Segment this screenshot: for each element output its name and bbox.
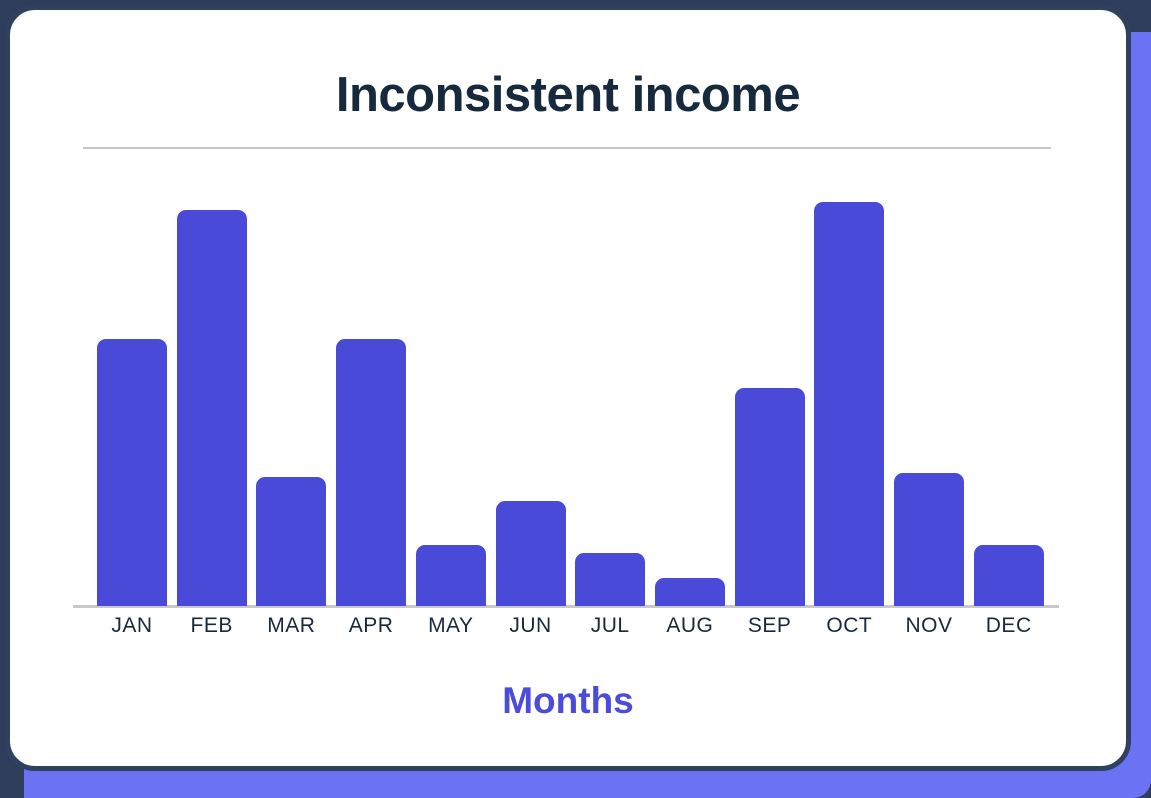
- x-tick-apr: APR: [348, 614, 394, 637]
- bar-nov: [894, 473, 964, 606]
- bar-dec: [973, 545, 1044, 606]
- chart-title: Inconsistent income: [335, 68, 801, 122]
- x-tick-sep: SEP: [747, 614, 792, 637]
- bar-sep: [734, 388, 805, 606]
- bar-apr: [336, 339, 407, 606]
- x-tick-dec: DEC: [985, 614, 1032, 637]
- x-axis-line: [73, 605, 1059, 608]
- bar-aug: [654, 578, 725, 606]
- chart-card: Inconsistent income JAN FEB MAR APR MAY JUN JU…: [5, 5, 1131, 771]
- x-tick-oct: OCT: [826, 614, 873, 637]
- x-tick-feb: FEB: [190, 614, 233, 637]
- x-tick-jul: JUL: [590, 614, 630, 637]
- x-tick-aug: AUG: [666, 614, 714, 637]
- x-tick-jun: JUN: [509, 614, 552, 637]
- bar-oct: [814, 202, 885, 606]
- title-divider: [83, 147, 1051, 149]
- x-axis-title: Months: [502, 680, 634, 721]
- bar-mar: [256, 477, 327, 606]
- x-tick-nov: NOV: [905, 614, 953, 637]
- bar-jul: [575, 553, 646, 606]
- x-tick-jan: JAN: [111, 614, 153, 637]
- x-tick-mar: MAR: [267, 614, 316, 637]
- bar-feb: [176, 210, 247, 606]
- bar-jan: [97, 339, 167, 606]
- bar-may: [415, 545, 486, 606]
- plot-area: JAN FEB MAR APR MAY JUN JUL AUG SEP OCT NOV DEC: [10, 10, 1126, 766]
- x-tick-may: MAY: [428, 614, 474, 637]
- bar-jun: [495, 501, 566, 606]
